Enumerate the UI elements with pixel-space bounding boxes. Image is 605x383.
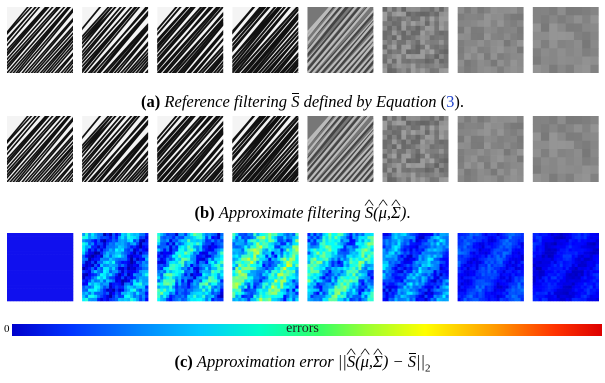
- error-colorbar: [12, 324, 602, 336]
- caption-b-text: Approximate filtering: [218, 203, 361, 222]
- caption-a-text2: defined by Equation: [303, 92, 437, 111]
- texture-tile-8: [532, 116, 599, 182]
- caption-c: (c) Approximation error ||S(μ,Σ) − S||2: [0, 352, 605, 378]
- colorbar-min-label: 0: [4, 323, 10, 335]
- texture-tile-6: [382, 7, 449, 73]
- caption-c-label: (c): [174, 352, 193, 371]
- caption-c-text: Approximation error: [196, 352, 334, 371]
- error-tile-7: [457, 233, 524, 302]
- texture-tile-6: [382, 116, 449, 182]
- caption-b: (b) Approximate filtering S(μ,Σ).: [0, 203, 605, 223]
- texture-tile-1: [7, 116, 73, 182]
- error-tile-2: [82, 233, 149, 302]
- error-tile-8: [532, 233, 599, 302]
- caption-b-symbol: S(μ,Σ): [365, 203, 406, 222]
- texture-tile-8: [532, 7, 599, 73]
- texture-tile-2: [82, 116, 149, 182]
- texture-tile-7: [457, 7, 524, 73]
- error-tile-5: [307, 233, 374, 302]
- texture-tile-5: [307, 116, 374, 182]
- error-tile-1: [7, 233, 74, 302]
- texture-tile-3: [157, 7, 224, 73]
- row-b-tile-strip: [7, 116, 599, 182]
- caption-a: (a) Reference filtering S defined by Equ…: [141, 92, 464, 111]
- caption-a-text: Reference filtering: [164, 92, 288, 111]
- error-tile-6: [382, 233, 449, 302]
- caption-c-formula: ||S(μ,Σ) − S||2: [338, 352, 431, 374]
- texture-tile-2: [82, 7, 149, 73]
- row-a-tile-strip: [7, 7, 599, 73]
- row-a-reference-tiles: [7, 7, 599, 73]
- colorbar-title: errors: [286, 321, 319, 336]
- error-tile-4: [232, 233, 299, 302]
- texture-tile-4: [232, 7, 299, 73]
- caption-b-label: (b): [194, 203, 215, 222]
- caption-a-label: (a): [141, 92, 161, 111]
- texture-tile-5: [307, 7, 374, 73]
- row-c-tile-strip: [7, 233, 599, 302]
- texture-tile-1: [7, 7, 73, 73]
- caption-a-equation-ref[interactable]: 3: [446, 92, 455, 111]
- texture-tile-7: [457, 116, 524, 182]
- row-c-error-tiles: [7, 233, 599, 302]
- caption-a-symbol: S: [291, 92, 300, 111]
- error-tile-3: [157, 233, 224, 302]
- texture-tile-4: [232, 116, 299, 182]
- row-b-approximate-tiles: [7, 116, 599, 182]
- texture-tile-3: [157, 116, 224, 182]
